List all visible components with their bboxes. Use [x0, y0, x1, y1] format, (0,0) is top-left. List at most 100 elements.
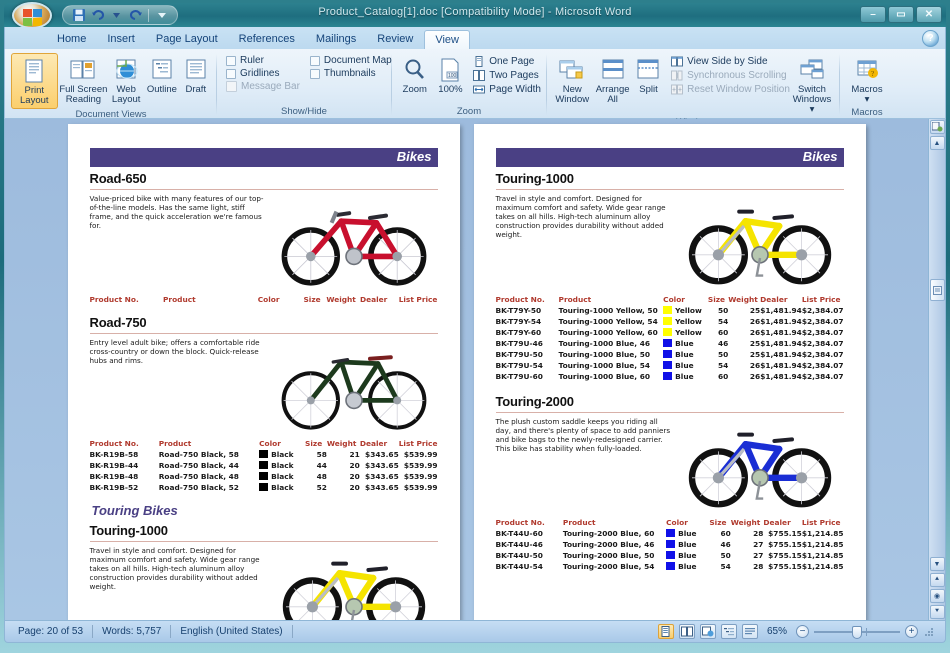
checkbox-ruler[interactable]: Ruler	[226, 55, 300, 66]
zoom-button[interactable]: Zoom	[397, 53, 433, 97]
zoom-in-button[interactable]: +	[905, 625, 918, 638]
status-zoom-level[interactable]: 65%	[766, 626, 787, 637]
draft-button[interactable]: Draft	[181, 53, 211, 97]
two-pages-button[interactable]: Two Pages	[472, 69, 541, 81]
ribbon-divider	[546, 54, 547, 115]
redo-icon[interactable]	[127, 7, 144, 24]
tab-view[interactable]: View	[424, 30, 470, 50]
scroll-up-button[interactable]: ▲	[929, 136, 945, 150]
previous-page-button[interactable]: ⯅	[929, 573, 945, 587]
document-canvas[interactable]: Bikes Road-650 Value-priced bike with ma…	[5, 119, 928, 620]
cell-dealer: $1,481.94	[760, 317, 802, 326]
zoom-100-button[interactable]: 100 100%	[433, 53, 469, 97]
zoom-out-button[interactable]: −	[796, 625, 809, 638]
cell-weight: 25	[749, 350, 761, 359]
product-image-touring-2000	[676, 417, 844, 513]
undo-dropdown-chevron-down-icon[interactable]	[108, 7, 125, 24]
browse-object-button[interactable]: ◉	[929, 589, 945, 603]
tab-review[interactable]: Review	[377, 33, 414, 45]
view-outline-button[interactable]	[720, 624, 737, 639]
new-window-icon	[558, 55, 586, 85]
document-map-checkbox-icon[interactable]	[309, 55, 320, 66]
thumbnails-checkbox-icon[interactable]	[309, 68, 320, 79]
web-layout-button[interactable]: Web Layout	[109, 53, 143, 107]
product-image-touring-1000	[270, 546, 438, 620]
page-width-button[interactable]: Page Width	[472, 83, 541, 95]
minimize-button[interactable]: –	[860, 6, 886, 23]
status-page[interactable]: Page: 20 of 53	[18, 626, 84, 637]
document-page-left[interactable]: Bikes Road-650 Value-priced bike with ma…	[67, 124, 460, 620]
cell-product-no: BK-T44U-60	[495, 529, 543, 538]
cell-product-no: BK-R19B-44	[89, 461, 139, 470]
table-header-row: Product No. Product Color Size Weight De…	[496, 294, 844, 305]
one-page-button[interactable]: One Page	[472, 55, 541, 67]
checkbox-gridlines[interactable]: Gridlines	[226, 68, 300, 79]
status-right-cluster: 65% − +	[657, 624, 941, 639]
checkbox-thumbnails[interactable]: Thumbnails	[309, 68, 392, 79]
close-button[interactable]: ✕	[916, 6, 942, 23]
help-icon[interactable]: ?	[922, 30, 939, 47]
checkbox-document-map[interactable]: Document Map	[309, 55, 392, 66]
section-rule	[495, 189, 844, 190]
product-image-road-750	[270, 338, 438, 434]
status-language[interactable]: English (United States)	[180, 626, 283, 637]
tab-references[interactable]: References	[238, 33, 295, 45]
color-swatch	[666, 551, 676, 559]
outline-button[interactable]: Outline	[143, 53, 180, 97]
gridlines-checkbox-icon[interactable]	[226, 68, 236, 79]
tab-page-layout[interactable]: Page Layout	[155, 33, 218, 45]
save-icon[interactable]	[70, 7, 87, 24]
scrollbar-thumb[interactable]	[930, 279, 945, 301]
arrange-all-button[interactable]: Arrange All	[592, 53, 632, 107]
view-web-layout-button[interactable]	[699, 624, 716, 639]
zoom-100-label: 100%	[438, 84, 463, 95]
next-page-button[interactable]: ⯆	[929, 605, 945, 619]
zoom-slider[interactable]	[814, 625, 900, 639]
view-draft-button[interactable]	[741, 624, 758, 639]
color-swatch	[663, 306, 673, 314]
full-screen-reading-label-line2: Reading	[65, 94, 102, 105]
view-side-by-side-button[interactable]: View Side by Side	[670, 55, 790, 67]
show-hide-column-2: Document Map Thumbnails	[309, 53, 392, 79]
ribbon-divider	[216, 54, 217, 115]
customize-qat-chevron-down-icon[interactable]	[153, 7, 170, 24]
product-title: Touring-1000	[89, 523, 168, 538]
quick-access-toolbar[interactable]	[62, 5, 178, 25]
macros-dropdown-chevron-down-icon[interactable]: ▾	[864, 94, 870, 105]
vertical-scrollbar[interactable]: ▲ ▼ ⯅ ◉ ⯆	[928, 119, 945, 620]
view-full-screen-reading-button[interactable]	[678, 624, 695, 639]
cell-color: Black	[259, 471, 305, 482]
scroll-down-button[interactable]: ▼	[929, 557, 945, 571]
print-layout-button[interactable]: Print Layout	[11, 53, 58, 109]
split-button[interactable]: Split	[633, 53, 664, 97]
two-pages-label: Two Pages	[489, 69, 539, 81]
svg-text:100: 100	[448, 73, 457, 79]
table-row: BK-R19B-52 Road-750 Black, 52 Black 52 20 $34…	[90, 482, 438, 493]
tab-mailings[interactable]: Mailings	[315, 33, 357, 45]
undo-icon[interactable]	[89, 7, 106, 24]
full-screen-reading-button[interactable]: Full Screen Reading	[58, 53, 110, 107]
view-print-layout-button[interactable]	[657, 624, 674, 639]
switch-windows-button[interactable]: Switch Windows ▾	[790, 53, 834, 117]
zoom-slider-tick	[866, 627, 867, 636]
resize-grip-icon[interactable]	[923, 626, 935, 638]
office-button[interactable]	[12, 2, 52, 29]
document-page-right[interactable]: ✥ Bikes Touring-1000 Travel in style and…	[473, 124, 866, 620]
arrange-all-label-line2: All	[607, 94, 618, 105]
switch-windows-label-line2: Windows ▾	[792, 94, 832, 115]
table-row: BK-T79U-60 Touring-1000 Blue, 60 Blue 60 26 $…	[496, 371, 844, 382]
maximize-button[interactable]: ▭	[888, 6, 914, 23]
zoom-slider-handle[interactable]	[852, 625, 862, 639]
ruler-checkbox-icon[interactable]	[226, 55, 236, 66]
cell-list-price: $2,384.07	[801, 350, 844, 359]
new-window-button[interactable]: New Window	[552, 53, 592, 107]
reset-window-position-label: Reset Window Position	[687, 83, 790, 95]
table-row: BK-T44U-46 Touring-2000 Blue, 46 Blue 46 27 $…	[496, 539, 844, 550]
tab-insert[interactable]: Insert	[107, 33, 135, 45]
table-row: BK-R19B-44 Road-750 Black, 44 Black 44 20 $34…	[90, 460, 438, 471]
select-browse-object-icon[interactable]	[929, 120, 945, 134]
macros-button[interactable]: ? Macros ▾	[845, 53, 889, 107]
tab-home[interactable]: Home	[57, 33, 87, 45]
status-words[interactable]: Words: 5,757	[102, 626, 162, 637]
cell-color: Black	[259, 449, 305, 460]
